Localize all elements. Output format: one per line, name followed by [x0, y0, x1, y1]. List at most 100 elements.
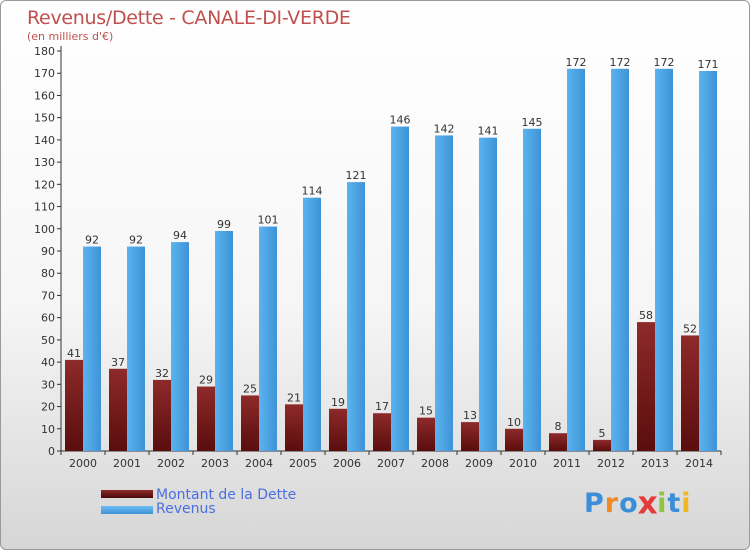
bar-revenus [567, 68, 585, 452]
y-tick-label: 140 [34, 134, 55, 147]
logo-letter: i [681, 488, 692, 519]
bar-revenus [171, 242, 189, 451]
y-tick-label: 90 [41, 245, 55, 258]
data-label-debt: 17 [375, 400, 389, 413]
data-label-revenus: 145 [522, 116, 543, 129]
logo-letter: x [637, 485, 659, 522]
data-label-revenus: 94 [173, 229, 187, 242]
logo-letter: P [584, 488, 605, 519]
data-label-revenus: 92 [129, 234, 143, 247]
y-tick-label: 130 [34, 156, 55, 169]
legend-swatch-debt [101, 490, 153, 498]
x-tick-label: 2011 [553, 457, 581, 470]
y-tick-label: 50 [41, 334, 55, 347]
bar-revenus [83, 246, 101, 451]
bar-revenus [303, 197, 321, 451]
x-tick-label: 2010 [509, 457, 537, 470]
logo-letter: o [619, 488, 639, 519]
bar-debt [681, 335, 699, 451]
x-tick-label: 2012 [597, 457, 625, 470]
bar-debt [241, 395, 259, 451]
logo-letter: i [657, 488, 668, 519]
logo-letter: r [604, 488, 620, 519]
bar-revenus [479, 137, 497, 451]
data-label-revenus: 114 [302, 185, 323, 198]
data-label-revenus: 171 [698, 58, 719, 71]
data-label-debt: 8 [555, 420, 562, 433]
bar-debt [65, 359, 83, 451]
bar-debt [417, 417, 435, 451]
data-label-debt: 25 [243, 382, 257, 395]
data-label-debt: 37 [111, 356, 125, 369]
x-tick-label: 2000 [69, 457, 97, 470]
data-label-debt: 15 [419, 405, 433, 418]
data-label-revenus: 92 [85, 234, 99, 247]
y-tick-label: 170 [34, 67, 55, 80]
data-label-revenus: 141 [478, 125, 499, 138]
bar-revenus [523, 128, 541, 451]
data-label-debt: 32 [155, 367, 169, 380]
bar-debt [505, 428, 523, 451]
y-tick-label: 70 [41, 289, 55, 302]
data-label-revenus: 172 [566, 56, 587, 69]
bar-revenus [127, 246, 145, 451]
y-tick-label: 20 [41, 401, 55, 414]
y-tick-label: 10 [41, 423, 55, 436]
data-label-revenus: 121 [346, 169, 367, 182]
data-label-debt: 29 [199, 374, 213, 387]
x-tick-label: 2014 [685, 457, 713, 470]
data-label-revenus: 172 [654, 56, 675, 69]
x-tick-label: 2007 [377, 457, 405, 470]
y-tick-label: 80 [41, 267, 55, 280]
data-label-debt: 19 [331, 396, 345, 409]
x-tick-label: 2006 [333, 457, 361, 470]
data-label-revenus: 101 [258, 214, 279, 227]
bar-debt [153, 379, 171, 451]
bar-revenus [259, 226, 277, 451]
data-label-revenus: 142 [434, 122, 455, 135]
bar-debt [109, 368, 127, 451]
y-tick-label: 0 [48, 445, 55, 458]
data-label-debt: 58 [639, 309, 653, 322]
bar-revenus [391, 126, 409, 452]
chart-title: Revenus/Dette - CANALE-DI-VERDE [27, 7, 351, 29]
y-tick-label: 160 [34, 89, 55, 102]
bar-revenus [611, 68, 629, 452]
legend-label-revenus: Revenus [156, 501, 216, 517]
proxiti-logo: Proxiti [584, 485, 692, 522]
x-tick-label: 2003 [201, 457, 229, 470]
x-tick-label: 2005 [289, 457, 317, 470]
data-label-revenus: 146 [390, 114, 411, 127]
y-tick-label: 150 [34, 112, 55, 125]
bar-debt [285, 404, 303, 451]
x-tick-label: 2009 [465, 457, 493, 470]
data-label-revenus: 172 [610, 56, 631, 69]
legend-label-debt: Montant de la Dette [156, 487, 297, 503]
bar-revenus [215, 231, 233, 451]
y-tick-label: 60 [41, 312, 55, 325]
y-tick-label: 40 [41, 356, 55, 369]
data-label-debt: 10 [507, 416, 521, 429]
bar-debt [461, 422, 479, 451]
x-tick-label: 2004 [245, 457, 273, 470]
bar-revenus [699, 71, 717, 451]
bar-debt [637, 322, 655, 451]
chart-subtitle: (en milliers d'€) [27, 30, 114, 43]
bar-debt [549, 433, 567, 451]
logo-letter: t [667, 488, 682, 519]
data-label-debt: 52 [683, 322, 697, 335]
data-label-debt: 41 [67, 347, 81, 360]
bar-debt [373, 413, 391, 451]
y-tick-label: 100 [34, 223, 55, 236]
y-tick-label: 180 [34, 45, 55, 58]
bar-revenus [435, 135, 453, 451]
data-label-debt: 13 [463, 409, 477, 422]
x-tick-label: 2002 [157, 457, 185, 470]
bar-debt [593, 439, 611, 451]
bar-revenus [655, 68, 673, 452]
data-label-debt: 21 [287, 391, 301, 404]
data-label-revenus: 99 [217, 218, 231, 231]
bar-debt [197, 386, 215, 451]
